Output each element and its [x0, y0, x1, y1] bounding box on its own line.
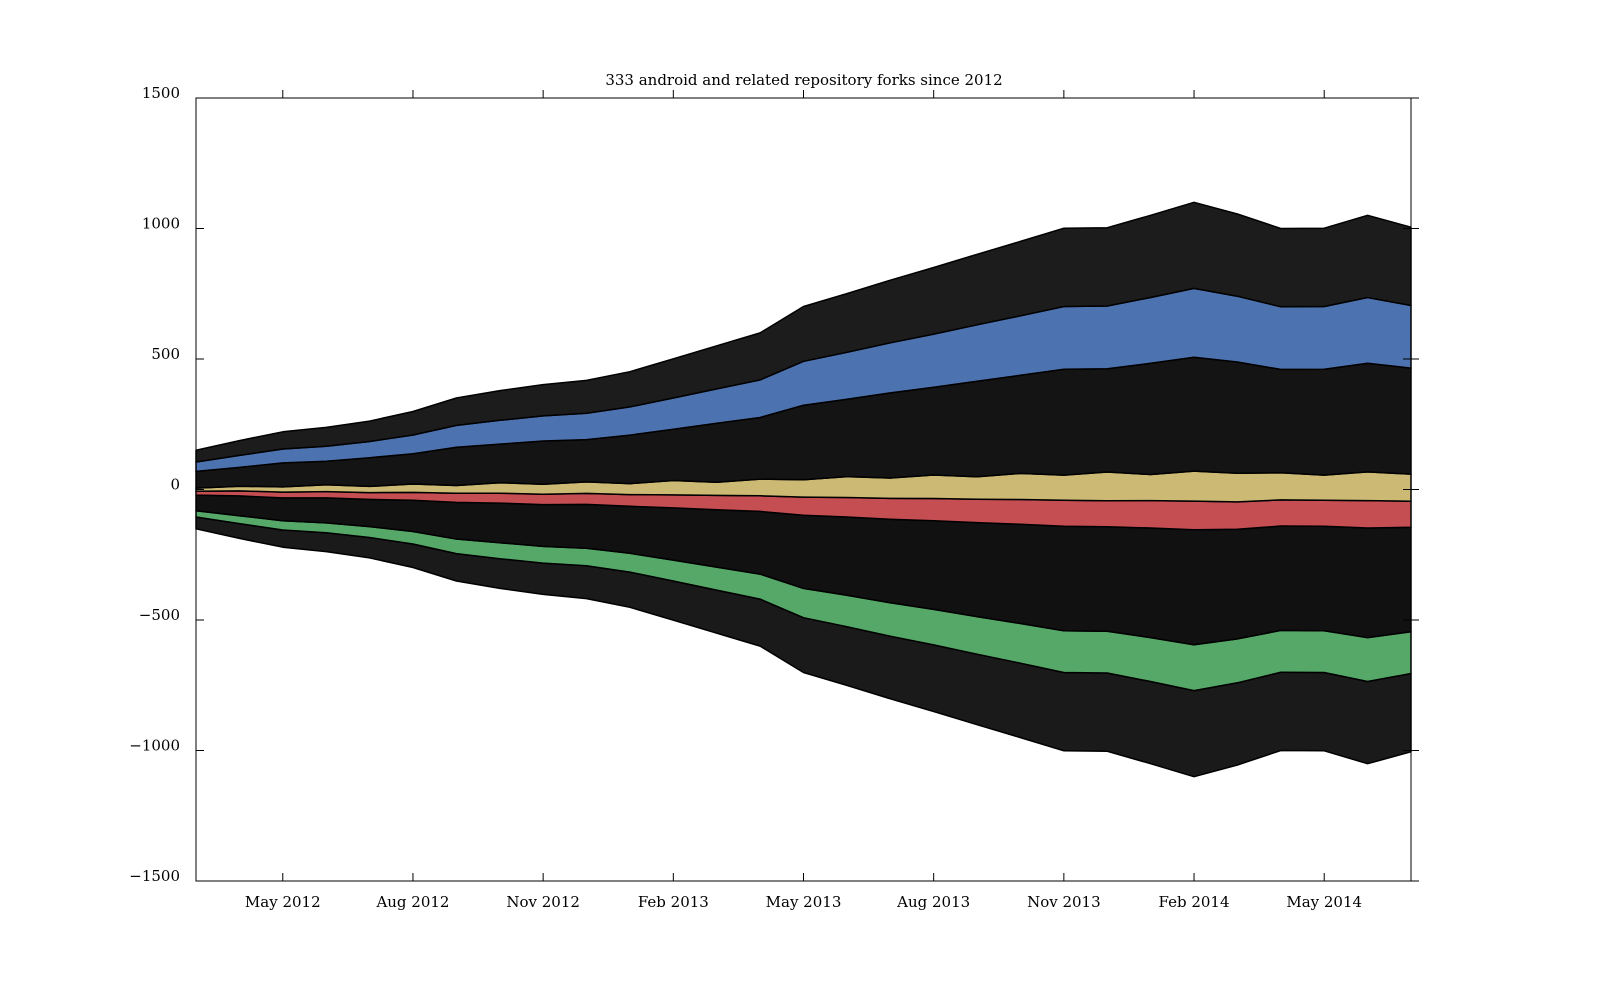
x-tick-label: Nov 2012	[506, 893, 580, 911]
y-tick-label: 1500	[142, 84, 180, 102]
x-tick-label: May 2013	[766, 893, 842, 911]
x-tick-label: May 2012	[245, 893, 321, 911]
y-tick-label: 1000	[142, 215, 180, 233]
areas	[195, 201, 1412, 778]
x-tick-label: May 2014	[1286, 893, 1362, 911]
x-tick-label: Feb 2014	[1159, 893, 1230, 911]
x-tick-label: Feb 2013	[638, 893, 709, 911]
y-tick-label: 0	[170, 476, 180, 494]
y-tick-label: −500	[139, 606, 180, 624]
x-tick-label: Aug 2012	[375, 893, 449, 911]
x-tick-label: Aug 2013	[896, 893, 970, 911]
chart-title: 333 android and related repository forks…	[605, 71, 1002, 89]
y-tick-label: −1000	[129, 737, 180, 755]
y-tick-label: 500	[151, 345, 180, 363]
y-tick-label: −1500	[129, 867, 180, 885]
x-tick-label: Nov 2013	[1027, 893, 1101, 911]
